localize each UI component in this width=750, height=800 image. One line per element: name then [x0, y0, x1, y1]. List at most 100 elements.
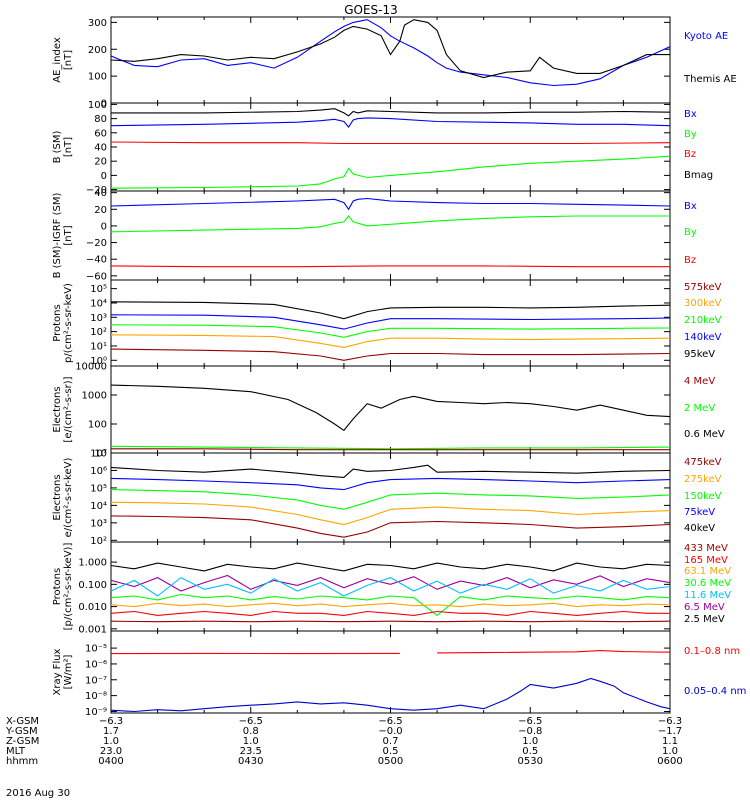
series-group: [111, 108, 670, 189]
panel-2: −60 −40 −20 0 20 40 B (SM)-IGRF (SM) [nT] Bx By Bz: [52, 188, 697, 282]
y-axis-label: [nT]: [63, 50, 74, 70]
y-tick-label: 40: [94, 188, 107, 199]
y-tick-label: 200: [88, 45, 107, 56]
y-tick-label: 10⁵: [90, 284, 107, 295]
ephemeris-value: 1.0: [243, 736, 259, 747]
y-tick-label: 100: [88, 72, 107, 83]
series-line: [111, 117, 670, 129]
ephemeris-value: 0.5: [383, 746, 399, 757]
panel-frame: [110, 365, 671, 454]
y-tick-label: 10⁻⁶: [85, 659, 107, 670]
ephemeris-value: −1.7: [658, 726, 682, 737]
y-tick-label: 10²: [90, 536, 107, 547]
y-axis-label: [nT]: [63, 225, 74, 245]
y-tick-label: 10²: [90, 327, 107, 338]
ephemeris-row-label: X-GSM: [6, 716, 39, 727]
legend-entry: 2.5 MeV: [684, 614, 725, 625]
ephemeris-row-label: Z-GSM: [6, 736, 39, 747]
series-line: [111, 384, 670, 432]
ephemeris-value: −6.5: [239, 716, 263, 727]
series-line: [111, 448, 670, 451]
series-line: [111, 576, 670, 597]
ephemeris-value: 0.5: [522, 746, 538, 757]
series-line: [111, 602, 670, 608]
legend-entry: 40keV: [684, 523, 715, 534]
ephemeris-value: 0600: [657, 756, 682, 767]
ephemeris-value: 0.7: [383, 736, 399, 747]
series-line: [111, 324, 670, 338]
legend-entry: Bz: [684, 149, 696, 160]
y-axis-label: p/(cm²-s-sr-keV): [63, 283, 74, 363]
ephemeris-row-label: MLT: [6, 746, 26, 757]
y-tick-label: −20: [86, 185, 107, 196]
series-line: [111, 489, 670, 510]
legend-entry: Bz: [684, 255, 696, 266]
y-tick-label: 1000: [82, 391, 107, 402]
series-line: [111, 314, 670, 330]
legend-entry: Kyoto AE: [684, 31, 728, 42]
ephemeris-value: −6.5: [378, 716, 402, 727]
y-tick-label: 0: [101, 99, 107, 110]
y-tick-label: 1.000: [78, 558, 107, 569]
series-line: [437, 650, 670, 654]
panel-3: 10⁰ 10¹ 10² 10³ 10⁴ 10⁵ Protons p/(cm²-s-sr-keV…: [52, 279, 722, 367]
series-group: [111, 197, 670, 268]
ephemeris-value: −6.5: [518, 716, 542, 727]
ephemeris-value: 0430: [238, 756, 263, 767]
y-tick-label: −20: [86, 238, 107, 249]
panel-4: 10 100 1000 10000 Electrons [e/(cm²-s-sr)] 4 M…: [52, 362, 725, 460]
series-line: [111, 19, 670, 79]
panel-frame: [110, 630, 671, 714]
y-tick-label: 0.100: [78, 580, 107, 591]
ephemeris-value: −0.8: [518, 726, 542, 737]
series-group: [111, 562, 670, 623]
y-tick-label: 10⁰: [90, 356, 107, 367]
y-tick-label: 10³: [90, 313, 107, 324]
y-tick-label: 10⁵: [90, 483, 107, 494]
y-tick-label: 60: [94, 128, 107, 139]
legend-entry: By: [684, 129, 697, 140]
series-group: [111, 384, 670, 451]
legend-entry: 11.6 MeV: [684, 590, 731, 601]
ephemeris-value: 23.0: [100, 746, 122, 757]
y-tick-label: 10¹: [90, 341, 107, 352]
legend-entry: By: [684, 227, 697, 238]
series-group: [111, 650, 670, 713]
series-line: [111, 348, 670, 361]
series-line: [111, 265, 670, 268]
legend-entry: 0.1–0.8 nm: [684, 646, 740, 657]
y-axis-label: [p/(cm²-s-sr-keV)]: [63, 543, 74, 631]
y-axis-label: e/(cm²-s-sr-keV): [63, 458, 74, 538]
legend-entry: 140keV: [684, 332, 722, 343]
legend-entry: 575keV: [684, 282, 722, 293]
series-line: [111, 677, 670, 713]
series-line: [111, 574, 670, 592]
series-line: [111, 141, 670, 145]
y-axis-label: Protons: [52, 304, 63, 341]
legend-entry: 0.6 MeV: [684, 429, 725, 440]
ephemeris-value: 0400: [98, 756, 123, 767]
legend-entry: Themis AE: [683, 74, 737, 85]
panel-1: −20 0 20 40 60 80 100 B (SM) [nT] Bx By Bz Bmag: [52, 100, 713, 196]
legend-entry: 6.5 MeV: [684, 602, 725, 613]
series-line: [111, 445, 670, 450]
legend-entry: 30.6 MeV: [684, 578, 731, 589]
panel-frame: [110, 102, 671, 192]
y-tick-label: 100: [88, 100, 107, 111]
series-line: [111, 515, 670, 538]
legend-entry: Bx: [684, 109, 697, 120]
y-tick-label: 20: [94, 157, 107, 168]
legend-entry: 95keV: [684, 349, 715, 360]
ephemeris-value: −0.0: [378, 726, 402, 737]
y-axis-label: Electrons: [52, 474, 63, 520]
legend-entry: 2 MeV: [684, 403, 715, 414]
series-line: [111, 155, 670, 189]
legend-entry: 275keV: [684, 474, 722, 485]
ephemeris-value: 1.0: [662, 746, 678, 757]
series-line: [111, 334, 670, 348]
ephemeris-value: 1.7: [103, 726, 119, 737]
chart-title: GOES-13: [344, 3, 398, 17]
